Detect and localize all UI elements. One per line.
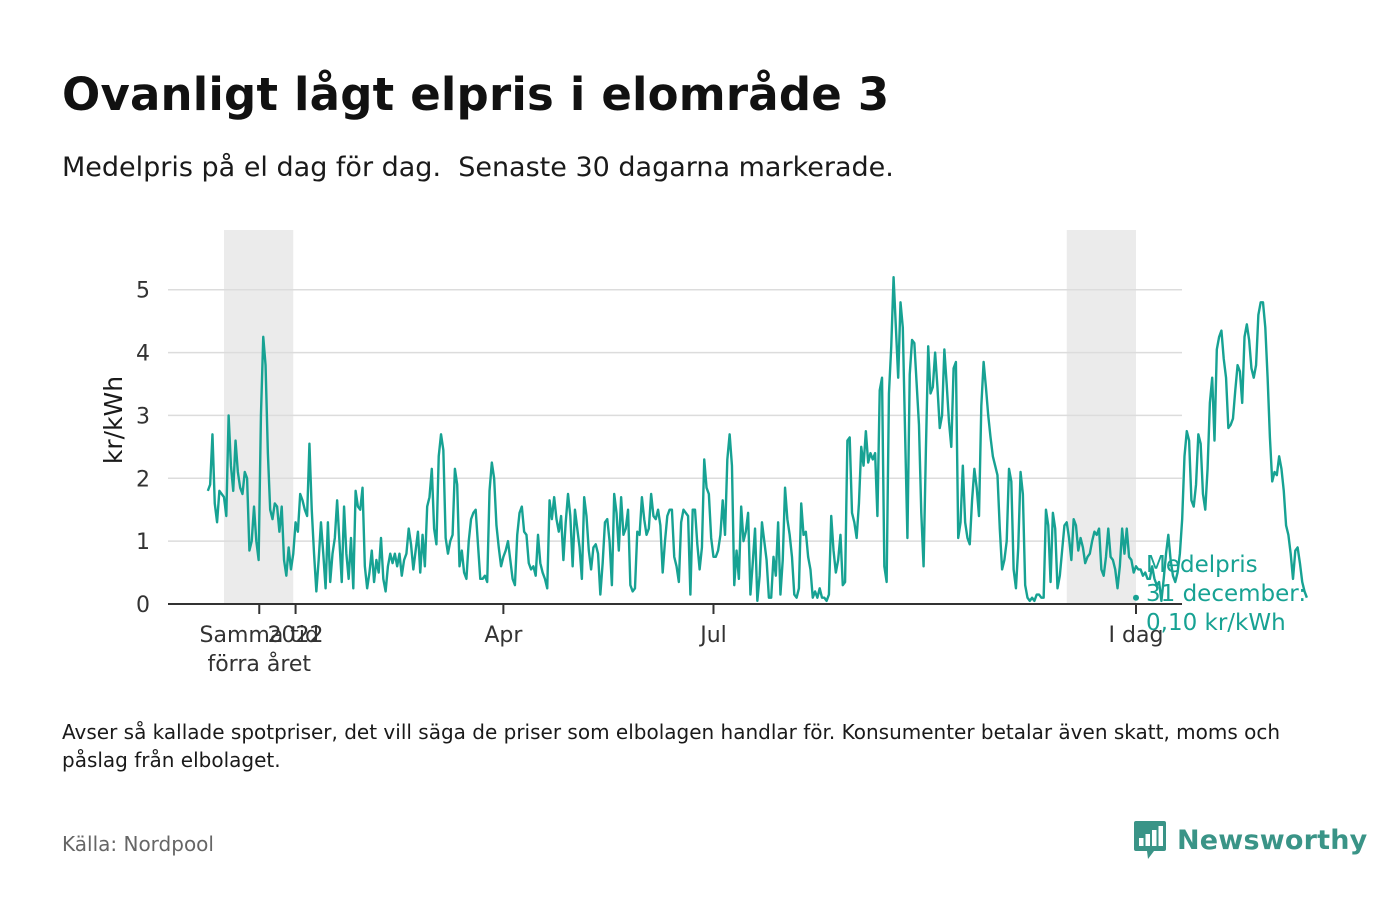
- chart-title: Ovanligt lågt elpris i elområde 3: [62, 68, 890, 121]
- x-tick-label: Apr: [484, 623, 523, 648]
- chart-subtitle: Medelpris på el dag för dag. Senaste 30 …: [62, 152, 894, 183]
- latest-value-annotation: Medelpris 31 december: 0,10 kr/kWh: [1133, 552, 1306, 636]
- gridlines: [168, 288, 1182, 542]
- x-tick-label: Samma tid förra året: [200, 623, 320, 677]
- y-tick-labels: 0 1 2 3 4 5: [136, 279, 150, 618]
- source-credit: Källa: Nordpool: [62, 832, 214, 856]
- y-tick-label: 1: [136, 530, 150, 555]
- series-line-1: [206, 275, 1308, 603]
- footnote: Avser så kallade spotpriser, det vill sä…: [62, 720, 1281, 772]
- y-tick-label: 2: [136, 467, 150, 492]
- y-tick-label: 3: [136, 404, 150, 429]
- x-tick-label: I dag: [1109, 623, 1164, 648]
- x-tick-label: 2022: [268, 623, 324, 648]
- logo-wordmark: Newsworthy: [1177, 824, 1368, 856]
- x-tick-label: Jul: [698, 623, 727, 648]
- y-tick-label: 4: [136, 342, 150, 367]
- bar-chart-speech-bubble-icon: [1134, 821, 1166, 859]
- y-axis-label: kr/kWh: [99, 376, 128, 464]
- y-tick-label: 0: [136, 593, 150, 618]
- y-tick-label: 5: [136, 279, 150, 304]
- series-line: [206, 275, 1308, 603]
- newsworthy-logo: Newsworthy: [1133, 820, 1367, 860]
- annotation-label: Medelpris 31 december: 0,10 kr/kWh: [1146, 552, 1306, 636]
- latest-point: [1133, 594, 1139, 601]
